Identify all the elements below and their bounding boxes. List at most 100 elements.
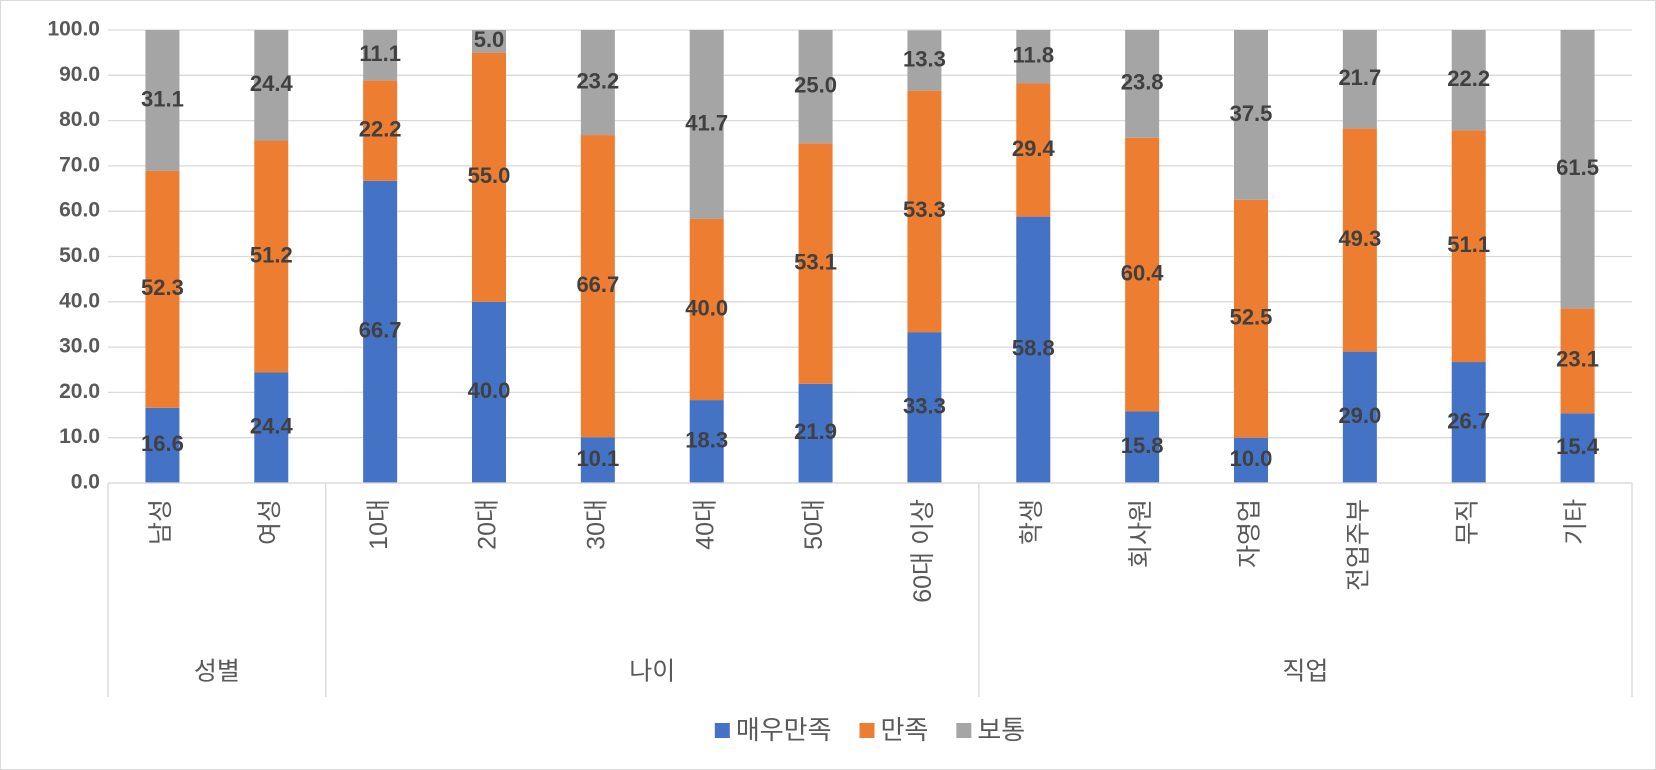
data-label: 37.5 [1230,101,1273,126]
data-label: 51.2 [250,242,293,267]
data-label: 52.3 [141,275,184,300]
bar-segment [363,80,398,181]
group-label: 직업 [1282,658,1328,686]
bar-segment [907,332,942,483]
bar-segment [1234,199,1268,438]
group-label: 성별 [194,658,240,686]
data-label: 66.7 [359,318,402,343]
data-label: 55.0 [468,163,511,188]
data-label: 5.0 [474,27,505,52]
y-tick-label: 30.0 [59,335,100,358]
data-label: 26.7 [1447,408,1490,433]
y-tick-label: 0.0 [71,471,100,494]
x-tick-label: 기타 [1562,499,1590,545]
x-tick-label: 20대 [474,499,502,550]
data-label: 13.3 [903,46,946,71]
data-label: 40.0 [468,378,511,403]
data-label: 15.4 [1556,434,1600,459]
bar-segment [798,143,833,384]
data-label: 58.8 [1012,336,1055,361]
data-label: 29.4 [1012,136,1056,161]
data-label: 21.9 [794,419,837,444]
bar-segment [1016,83,1051,217]
data-label: 11.8 [1012,43,1054,68]
data-label: 23.2 [576,68,619,93]
bar-segment [472,52,506,302]
bar-segment [689,218,724,401]
bar-segment [1016,216,1051,484]
data-label: 22.2 [359,116,402,141]
bar-segment [1451,362,1486,483]
bar-segment [689,400,724,483]
bar-segment [1016,30,1051,84]
bar-segment [472,30,506,53]
y-tick-label: 70.0 [59,153,100,176]
bar-segment [907,30,942,91]
x-tick-label: 여성 [256,499,284,545]
bar-segment [1451,30,1486,131]
bar-segment [580,135,615,438]
data-label: 41.7 [685,110,728,135]
y-tick-label: 20.0 [59,380,100,403]
legend-label: 만족 [881,715,929,745]
data-label: 52.5 [1230,305,1273,330]
data-label: 60.4 [1121,260,1165,285]
y-tick-label: 10.0 [59,425,100,448]
bar-segment [1125,30,1160,138]
bar-segment [1342,351,1377,483]
y-tick-label: 60.0 [59,199,100,222]
y-tick-label: 100.0 [47,18,100,41]
data-label: 53.3 [903,197,946,222]
bar-segment [1451,130,1486,363]
y-tick-label: 40.0 [59,289,100,312]
bar-segment [1234,30,1268,200]
bar-segment [1560,308,1595,414]
legend-swatch [714,723,730,738]
data-label: 18.3 [685,427,728,452]
data-label: 22.2 [1447,66,1490,91]
bar-segment [798,383,833,483]
data-label: 23.1 [1556,347,1599,372]
x-tick-label: 회사원 [1127,499,1155,568]
bar-segment [1342,30,1377,129]
bar-segment [1234,437,1268,483]
bar-segment [1342,128,1377,352]
data-label: 11.1 [359,41,401,66]
bar-segment [798,30,833,144]
bar-segment [1125,411,1160,483]
bar-segment [1560,413,1595,483]
data-label: 24.4 [250,71,294,96]
data-label: 33.3 [903,393,946,418]
data-label: 53.1 [794,249,837,274]
y-tick-label: 90.0 [59,63,100,86]
bar-segment [1560,30,1595,309]
data-label: 10.1 [576,446,619,471]
data-label: 15.8 [1121,433,1164,458]
data-label: 16.6 [141,431,184,456]
x-tick-label: 학생 [1018,499,1046,545]
bar-segment [363,30,398,81]
legend-label: 매우만족 [736,715,832,745]
data-label: 66.7 [576,272,619,297]
bar-segment [145,170,180,408]
data-label: 23.8 [1121,70,1164,95]
bar-segment [254,140,289,373]
data-label: 25.0 [794,72,837,97]
group-label: 나이 [629,658,675,686]
x-tick-label: 40대 [691,499,719,550]
bar-segment [363,180,398,483]
x-tick-label: 전업주부 [1344,499,1372,591]
bar-segment [254,30,289,141]
bar-segment [145,407,180,483]
data-label: 21.7 [1338,65,1381,90]
x-tick-label: 자영업 [1236,499,1264,568]
bar-segment [145,30,180,171]
data-label: 10.0 [1230,446,1273,471]
x-tick-label: 남성 [147,499,175,545]
bar-segment [580,437,615,483]
x-tick-label: 10대 [365,499,393,550]
bar-segment [1125,137,1160,412]
legend-swatch [859,723,875,738]
y-tick-label: 50.0 [59,244,100,267]
